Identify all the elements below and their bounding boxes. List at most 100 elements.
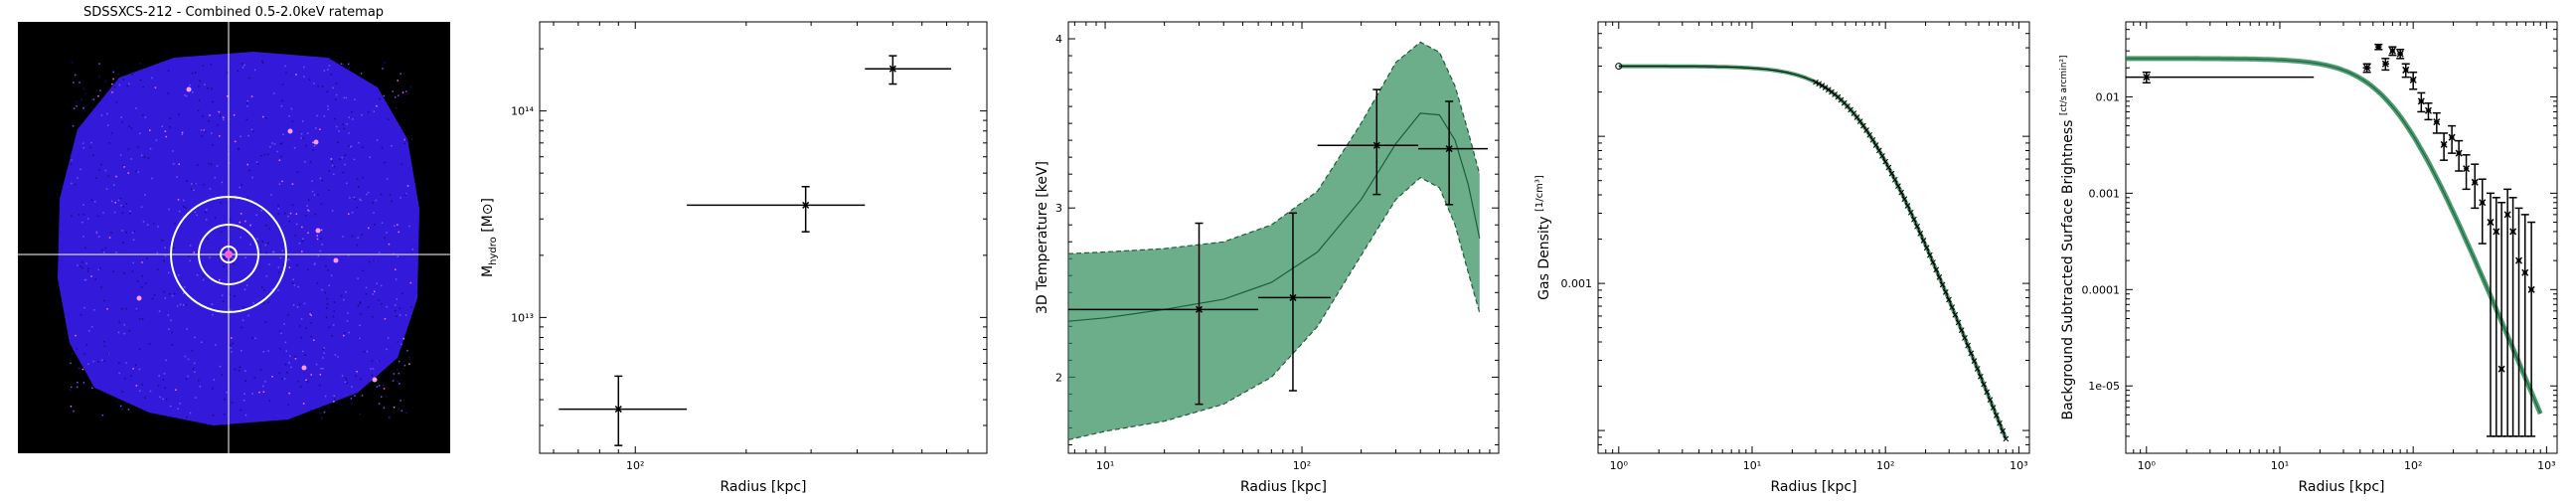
ratemap-speckle bbox=[168, 293, 171, 295]
ratemap-speckle bbox=[205, 212, 207, 214]
ratemap-speckle bbox=[268, 263, 270, 265]
ratemap-speckle bbox=[262, 391, 265, 393]
density-point bbox=[1898, 189, 1904, 196]
ratemap-speckle bbox=[342, 236, 344, 238]
x-tick-label: 10² bbox=[2404, 459, 2422, 472]
ratemap-speckle bbox=[211, 87, 213, 90]
ratemap-speckle bbox=[79, 368, 80, 370]
ratemap-speckle bbox=[115, 101, 118, 103]
ratemap-speckle bbox=[313, 263, 316, 265]
ratemap-speckle bbox=[71, 386, 73, 389]
ratemap-speckle bbox=[328, 284, 330, 286]
y-tick-label: 0.0001 bbox=[2082, 283, 2121, 296]
ratemap-speckle bbox=[178, 163, 180, 165]
ratemap-speckle bbox=[324, 291, 327, 294]
ratemap-speckle bbox=[125, 362, 127, 364]
charts-group: 10² 10¹³ 10¹⁴ Radius [kpc] Mhydro [M⊙] 10¹ 10²… bbox=[480, 21, 2558, 495]
ratemap-speckle bbox=[351, 212, 354, 214]
ratemap-speckle bbox=[151, 297, 154, 300]
ratemap-speckle bbox=[82, 204, 84, 206]
ratemap-speckle bbox=[245, 284, 248, 286]
ratemap-speckle bbox=[301, 240, 303, 243]
ratemap-speckle bbox=[288, 362, 290, 364]
ratemap-speckle bbox=[346, 382, 349, 385]
ratemap-speckle bbox=[308, 79, 311, 81]
ratemap-speckle bbox=[342, 64, 345, 66]
ratemap-speckle bbox=[113, 85, 116, 88]
ratemap-speckle bbox=[354, 395, 356, 397]
ratemap-speckle bbox=[327, 108, 330, 110]
ratemap-speckle bbox=[136, 280, 139, 282]
ratemap-speckle bbox=[177, 408, 179, 410]
ratemap-speckle bbox=[167, 70, 170, 72]
density-point bbox=[1911, 216, 1917, 223]
ratemap-speckle bbox=[280, 332, 282, 335]
ratemap-speckle bbox=[400, 73, 402, 75]
ratemap-speckle bbox=[92, 360, 94, 363]
ratemap-speckle bbox=[198, 99, 201, 101]
ratemap-speckle bbox=[162, 398, 164, 401]
ratemap-speckle bbox=[267, 242, 269, 245]
ratemap-speckle bbox=[230, 309, 232, 311]
ratemap-speckle bbox=[82, 236, 84, 238]
ratemap-speckle bbox=[113, 184, 115, 186]
ratemap-speckle bbox=[224, 398, 226, 401]
ratemap-speckle bbox=[238, 148, 240, 150]
ratemap-speckle bbox=[147, 157, 150, 159]
ratemap-speckle bbox=[331, 335, 333, 337]
ratemap-speckle bbox=[203, 184, 205, 186]
ratemap-speckle bbox=[108, 237, 111, 239]
ratemap-speckle bbox=[173, 292, 176, 295]
ratemap-speckle bbox=[197, 164, 199, 166]
ratemap-speckle bbox=[391, 200, 393, 203]
ratemap-speckle bbox=[277, 213, 279, 215]
ratemap-speckle bbox=[221, 181, 224, 184]
ratemap-speckle bbox=[213, 379, 216, 381]
ratemap-speckle bbox=[221, 374, 224, 376]
ratemap-speckle bbox=[382, 385, 385, 387]
ratemap-speckle bbox=[397, 341, 399, 343]
ratemap-speckle bbox=[317, 194, 319, 196]
ratemap-speckle bbox=[404, 194, 406, 196]
ratemap-speckle bbox=[233, 262, 235, 265]
density-point bbox=[1958, 327, 1965, 334]
ratemap-speckle bbox=[226, 271, 229, 273]
ratemap-speckle bbox=[111, 91, 113, 93]
ratemap-speckle bbox=[80, 265, 81, 267]
ratemap-speckle bbox=[198, 379, 200, 382]
density-point bbox=[1974, 366, 1981, 372]
ratemap-speckle bbox=[228, 293, 231, 295]
ratemap-speckle bbox=[174, 223, 176, 225]
ratemap-speckle bbox=[295, 74, 297, 76]
ratemap-speckle bbox=[249, 244, 251, 246]
ratemap-speckle bbox=[171, 294, 174, 297]
ratemap-speckle bbox=[309, 313, 311, 315]
ratemap-speckle bbox=[242, 67, 244, 69]
ratemap-speckle bbox=[351, 235, 354, 238]
ratemap-speckle bbox=[194, 336, 196, 339]
ratemap-speckle bbox=[266, 153, 269, 155]
ratemap-speckle bbox=[326, 303, 329, 305]
ratemap-speckle bbox=[210, 163, 213, 166]
data-point bbox=[2396, 50, 2404, 58]
ratemap-speckle bbox=[310, 374, 312, 376]
ratemap-speckle bbox=[296, 171, 299, 173]
ratemap-speckle bbox=[230, 347, 232, 349]
ratemap-speckle bbox=[148, 343, 151, 345]
ratemap-speckle bbox=[236, 197, 238, 200]
data-point bbox=[2463, 165, 2471, 173]
ratemap-speckle bbox=[304, 161, 306, 163]
ratemap-speckle bbox=[77, 177, 79, 179]
ratemap-speckle bbox=[348, 213, 350, 215]
ratemap-speckle bbox=[265, 275, 268, 277]
ratemap-speckle bbox=[406, 349, 408, 352]
ratemap-speckle bbox=[264, 381, 266, 383]
ratemap-speckle bbox=[316, 282, 319, 284]
ratemap-speckle bbox=[249, 224, 251, 227]
ratemap-speckle bbox=[121, 409, 123, 411]
ratemap-speckle bbox=[200, 129, 203, 131]
density-point bbox=[1875, 147, 1882, 154]
ratemap-speckle bbox=[185, 94, 188, 97]
ratemap-speckle bbox=[349, 197, 351, 199]
data-point bbox=[2527, 285, 2535, 293]
